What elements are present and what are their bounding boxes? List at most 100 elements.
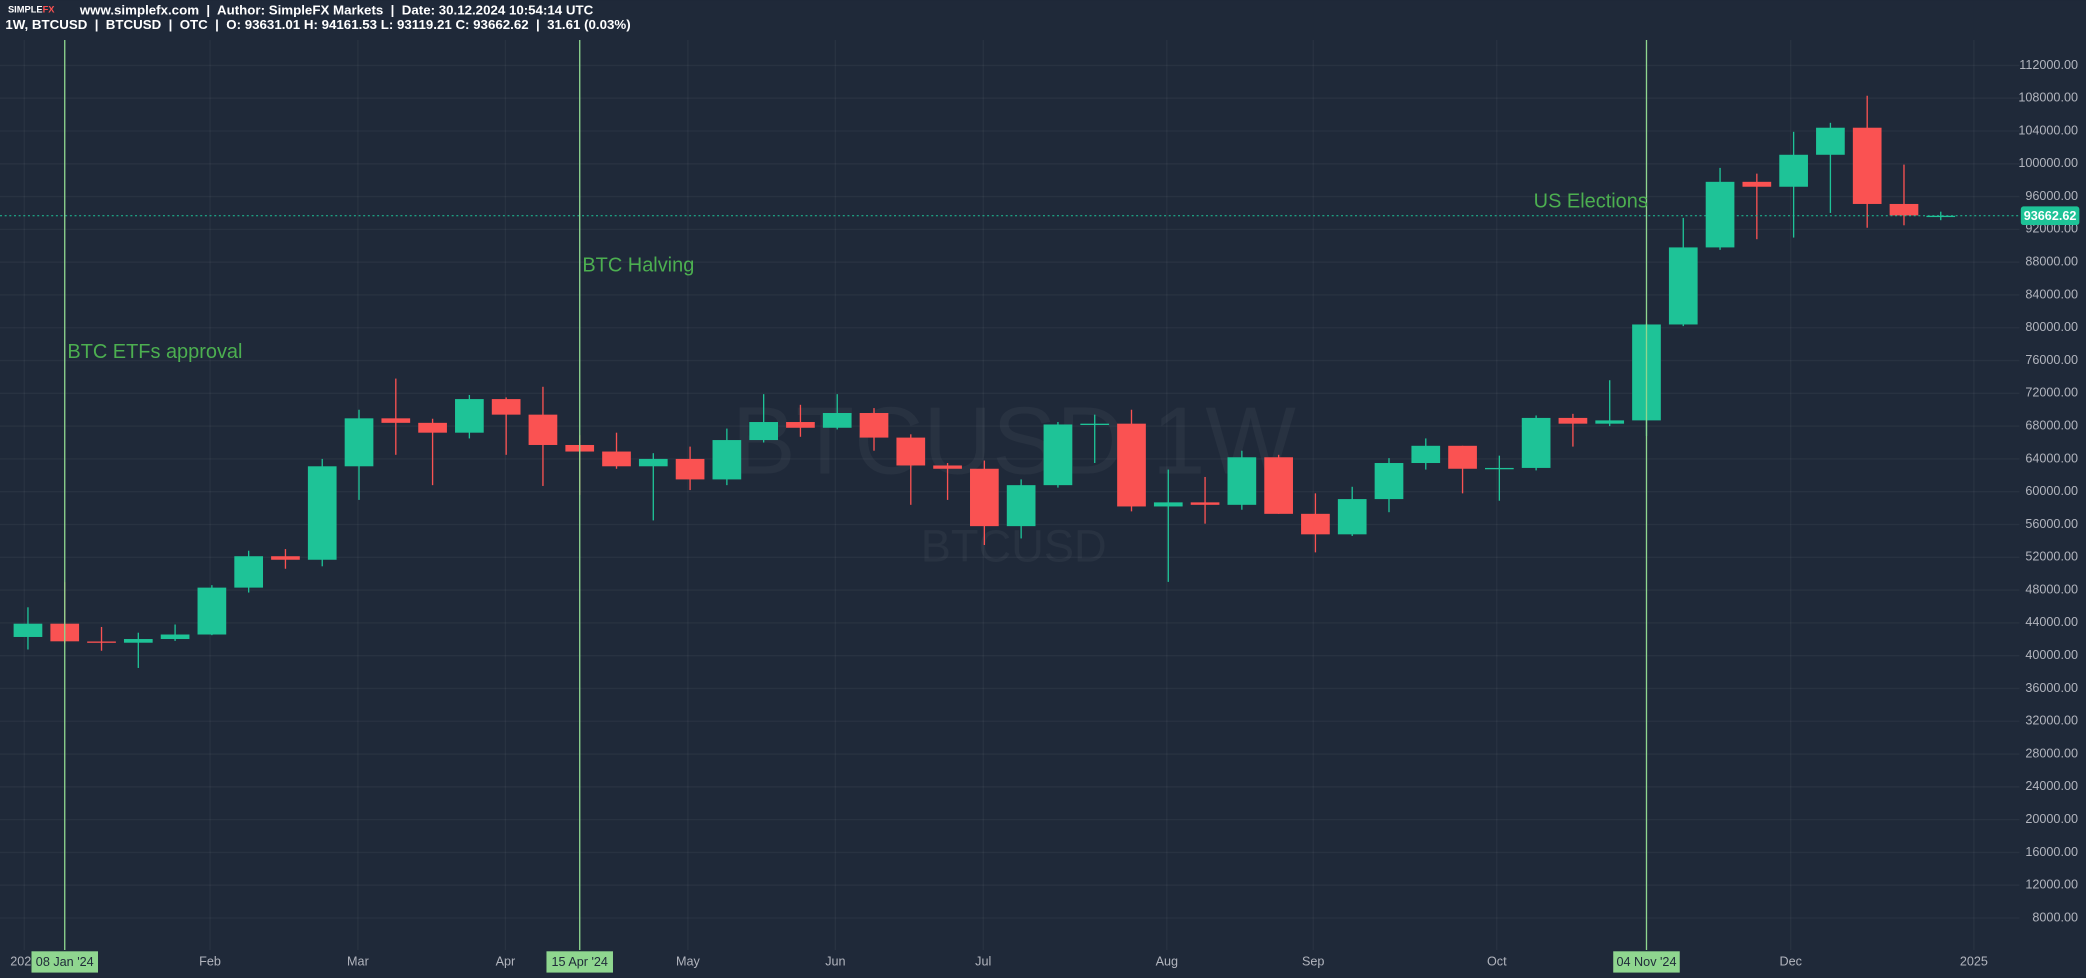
- y-tick-label: 88000.00: [2025, 255, 2078, 269]
- candle-body: [1153, 502, 1183, 507]
- event-date-box: [1613, 951, 1680, 973]
- watermark-sub: BTCUSD: [921, 520, 1107, 571]
- event-date-box: [546, 951, 613, 973]
- logo-a: SIMPLE: [8, 5, 43, 15]
- header-line1: www.simplefx.com | Author: SimpleFX Mark…: [79, 2, 594, 17]
- candle-body: [491, 399, 521, 415]
- y-tick-label: 60000.00: [2025, 484, 2078, 498]
- candle-body: [1411, 445, 1441, 464]
- y-tick-label: 96000.00: [2025, 189, 2078, 203]
- event-date-label: 08 Jan '24: [36, 955, 94, 969]
- y-tick-label: 104000.00: [2018, 123, 2078, 137]
- candle-body: [307, 466, 337, 560]
- candle-body: [1190, 502, 1220, 505]
- y-tick-label: 80000.00: [2025, 320, 2078, 334]
- candle-body: [1668, 247, 1698, 325]
- candle-body: [1558, 417, 1588, 424]
- y-tick-label: 20000.00: [2025, 812, 2078, 826]
- candle-body: [1043, 424, 1073, 486]
- x-tick-label: Jun: [825, 954, 845, 968]
- x-tick-label: Mar: [347, 954, 369, 968]
- event-date-label: 04 Nov '24: [1617, 955, 1677, 969]
- x-tick-label: Aug: [1156, 954, 1178, 968]
- x-tick-label: Jul: [975, 954, 991, 968]
- y-tick-label: 40000.00: [2025, 648, 2078, 662]
- last-price-box: [2020, 206, 2080, 226]
- candle-body: [896, 437, 926, 466]
- candle-body: [1742, 181, 1772, 187]
- candle-body: [786, 422, 815, 428]
- candle-body: [13, 623, 43, 637]
- candle-body: [1889, 203, 1919, 216]
- x-tick-label: 2024: [10, 954, 38, 968]
- y-tick-label: 100000.00: [2018, 156, 2078, 170]
- x-tick-label: Apr: [496, 954, 516, 968]
- y-tick-label: 12000.00: [2025, 878, 2078, 892]
- y-tick-label: 52000.00: [2025, 550, 2078, 564]
- candle-body: [1852, 127, 1882, 204]
- event-text: US Elections: [1534, 191, 1648, 213]
- candle-body: [160, 634, 190, 640]
- y-tick-label: 28000.00: [2025, 746, 2078, 760]
- candle-body: [1006, 485, 1036, 527]
- watermark: BTCUSD,1W: [732, 388, 1297, 495]
- candle-body: [1337, 499, 1367, 535]
- x-tick-label: 2025: [1960, 954, 1988, 968]
- candle-body: [1227, 457, 1257, 505]
- candle-body: [455, 399, 484, 433]
- candle-body: [528, 414, 558, 445]
- candle-body: [234, 556, 264, 588]
- y-tick-label: 68000.00: [2025, 418, 2078, 432]
- candle-body: [822, 413, 852, 428]
- x-tick-label: Oct: [1487, 954, 1507, 968]
- y-tick-label: 72000.00: [2025, 386, 2078, 400]
- y-tick-label: 36000.00: [2025, 681, 2078, 695]
- y-tick-label: 32000.00: [2025, 714, 2078, 728]
- candle-body: [123, 639, 153, 643]
- y-tick-label: 44000.00: [2025, 615, 2078, 629]
- x-tick-label: May: [676, 954, 701, 968]
- x-tick-label: Sep: [1302, 954, 1324, 968]
- event-date-label: 15 Apr '24: [551, 955, 607, 969]
- candle-body: [197, 587, 227, 635]
- last-price-label: 93662.62: [2024, 209, 2077, 223]
- candle-body: [344, 418, 374, 467]
- y-tick-label: 76000.00: [2025, 353, 2078, 367]
- x-tick-label: Feb: [199, 954, 221, 968]
- candle-body: [418, 422, 447, 433]
- header-line2: 1W, BTCUSD | BTCUSD | OTC | O: 93631.01 …: [5, 17, 630, 32]
- candle-body: [1264, 457, 1293, 514]
- candle-body: [271, 556, 300, 560]
- candle-body: [1926, 215, 1956, 218]
- header: SIMPLEFX www.simplefx.com | Author: Simp…: [5, 2, 630, 32]
- candle-body: [970, 468, 999, 527]
- y-tick-label: 108000.00: [2018, 91, 2078, 105]
- candle-body: [712, 440, 742, 480]
- candle-body: [1816, 127, 1845, 155]
- candle-body: [859, 413, 889, 438]
- candle-body: [87, 641, 116, 643]
- candle-body: [1117, 423, 1146, 507]
- event-text: BTC Halving: [582, 254, 694, 276]
- x-tick-label: Dec: [1779, 954, 1801, 968]
- candle-body: [933, 465, 962, 469]
- candle-body: [1448, 445, 1477, 469]
- event-date-box: [31, 951, 99, 973]
- y-tick-label: 64000.00: [2025, 451, 2078, 465]
- candle-body: [1521, 417, 1551, 468]
- candle-body: [1374, 463, 1404, 500]
- y-tick-label: 92000.00: [2025, 222, 2078, 236]
- y-tick-label: 56000.00: [2025, 517, 2078, 531]
- event-text: BTC ETFs approval: [67, 341, 242, 363]
- y-tick-label: 24000.00: [2025, 779, 2078, 793]
- candle-body: [1595, 420, 1625, 424]
- candle-body: [1485, 467, 1514, 470]
- y-tick-label: 16000.00: [2025, 845, 2078, 859]
- candle-body: [638, 458, 668, 467]
- candle-body: [381, 418, 411, 423]
- candle-body: [1779, 154, 1808, 187]
- candle-body: [675, 458, 705, 480]
